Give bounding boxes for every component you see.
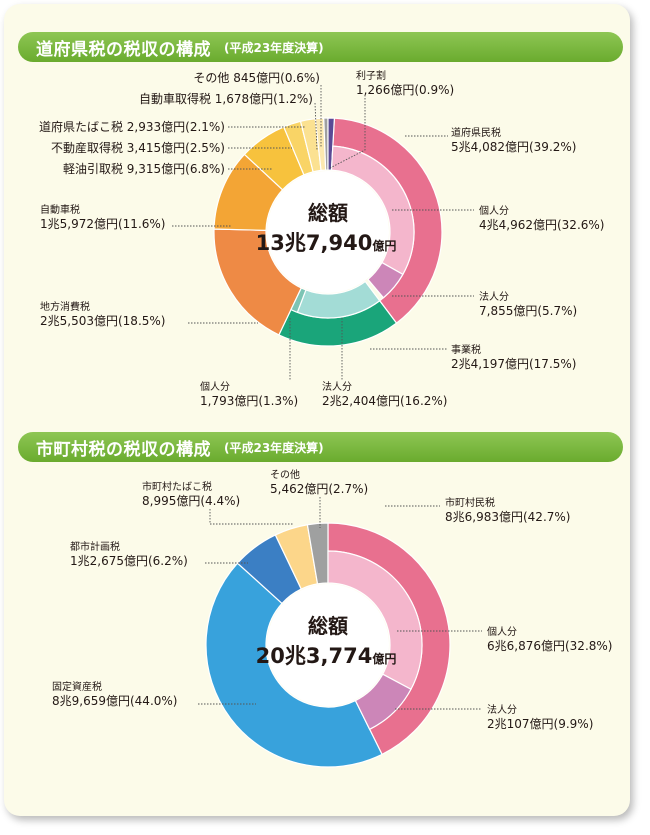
inner-slice-1 [367, 261, 404, 299]
slice-label: 1,793億円(1.3%) [200, 394, 298, 408]
slice-label: 1兆2,675億円(6.2%) [70, 554, 188, 568]
slice-label: 2兆4,197億円(17.5%) [451, 357, 576, 371]
slice-label: 自動車取得税 1,678億円(1.2%) [139, 91, 313, 106]
center-disc [267, 171, 389, 293]
total-label: 総額 [308, 614, 348, 638]
slice-label: 市町村民税 [445, 496, 495, 509]
slice-label: その他 [270, 468, 300, 481]
slice-label: その他 845億円(0.6%) [193, 71, 320, 85]
slice-label: 8,995億円(4.4%) [142, 494, 240, 508]
slice-label: 軽油引取税 9,315億円(6.8%) [63, 162, 225, 176]
total-value: 13兆7,940億円 [256, 231, 397, 255]
slice-label: 道府県民税 [451, 126, 501, 139]
slice-label: 利子割 [356, 69, 386, 82]
slice-label: 事業税 [451, 343, 481, 356]
section-title: 道府県税の税収の構成 [36, 40, 211, 60]
slice-label: 法人分 [322, 380, 352, 393]
slice-1 [205, 562, 383, 768]
slice-label: 法人分 [487, 703, 517, 716]
slice-label: 法人分 [479, 290, 509, 303]
inner-slice-1 [354, 673, 412, 731]
inner-slice-3 [290, 287, 307, 314]
slice-label: 自動車税 [40, 203, 80, 216]
total-label: 総額 [308, 201, 348, 225]
section-subtitle: (平成23年度決算) [224, 41, 324, 55]
slice-label: 1,266億円(0.9%) [356, 83, 454, 97]
donut-chart-0: 総額 13兆7,940億円 その他 845億円(0.6%) 利子割1,266億円(0.… [39, 69, 605, 408]
slice-label: 8兆9,659億円(44.0%) [52, 694, 177, 708]
total-value: 20兆3,774億円 [256, 644, 397, 668]
slice-label: 地方消費税 [40, 300, 90, 313]
slice-label: 個人分 [479, 204, 509, 217]
slice-label: 都市計画税 [70, 540, 120, 553]
slice-label: 個人分 [200, 380, 230, 393]
slice-label: 1兆5,972億円(11.6%) [40, 217, 165, 231]
slice-label: 2兆107億円(9.9%) [487, 717, 593, 731]
slice-label: 4兆4,962億円(32.6%) [479, 218, 604, 232]
section-header-municipal: 市町村税の税収の構成 (平成23年度決算) [18, 432, 623, 462]
slice-label: 個人分 [487, 625, 517, 638]
section-header-prefecture: 道府県税の税収の構成 (平成23年度決算) [18, 32, 623, 62]
slice-label: 不動産取得税 3,415億円(2.5%) [51, 140, 225, 155]
slice-label: 市町村たばこ税 [142, 480, 212, 493]
slice-label: 5兆4,082億円(39.2%) [451, 140, 576, 154]
leader-line [314, 102, 318, 151]
section-title: 市町村税の税収の構成 [36, 440, 211, 460]
slice-label: 8兆6,983億円(42.7%) [445, 510, 570, 524]
center-disc [267, 584, 389, 706]
leader-line [209, 509, 294, 525]
slice-label: 6兆6,876億円(32.8%) [487, 639, 612, 653]
slice-label: 道府県たばこ税 2,933億円(2.1%) [39, 119, 225, 134]
slice-label: 2兆5,503億円(18.5%) [40, 314, 165, 328]
slice-label: 固定資産税 [52, 680, 102, 693]
slice-label: 2兆2,404億円(16.2%) [322, 394, 447, 408]
slice-label: 7,855億円(5.7%) [479, 304, 577, 318]
leader-line [329, 95, 366, 169]
section-subtitle: (平成23年度決算) [224, 441, 324, 455]
slice-label: 5,462億円(2.7%) [270, 482, 368, 496]
